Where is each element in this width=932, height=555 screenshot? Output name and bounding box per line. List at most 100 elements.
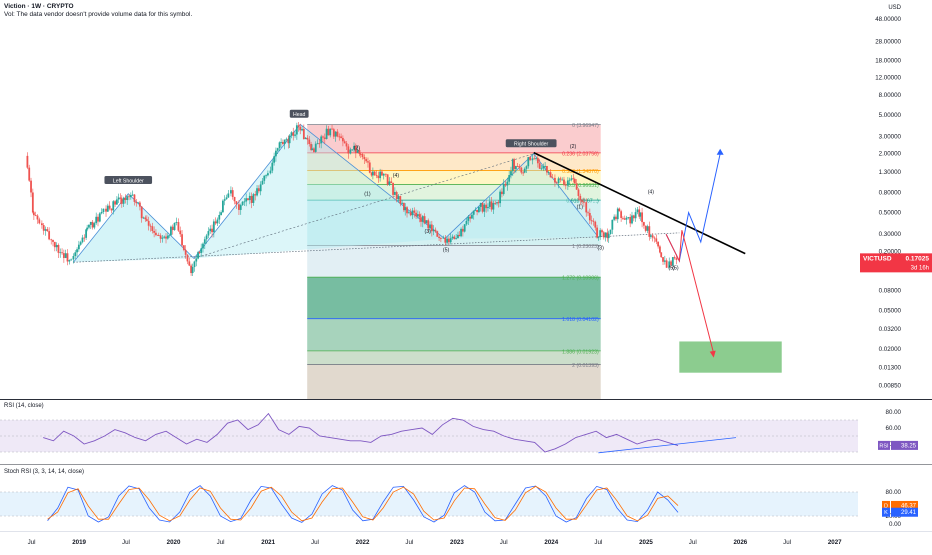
- x-tick-label: 2024: [544, 539, 558, 546]
- candle-body: [382, 173, 385, 176]
- candle-body: [615, 216, 617, 220]
- candle-body: [239, 205, 242, 210]
- candle-body: [461, 228, 464, 232]
- candle-body: [609, 229, 612, 234]
- candle-body: [207, 231, 210, 236]
- pattern-label: Right Shoulder: [514, 141, 549, 147]
- candle-body: [257, 188, 260, 192]
- candle-body: [273, 156, 276, 163]
- wave-label: (5): [672, 266, 679, 272]
- candle-body: [338, 136, 341, 138]
- stoch-d-tag-label: D: [884, 503, 888, 509]
- pattern-label: Left Shoulder: [113, 178, 144, 184]
- y-tick-label: 0.03200: [879, 326, 902, 333]
- y-tick-label: 0.08000: [879, 287, 902, 294]
- candle-body: [322, 136, 324, 138]
- candle-body: [453, 236, 456, 240]
- candle-body: [327, 128, 330, 136]
- candle-body: [395, 191, 398, 200]
- x-tick-label: Jul: [311, 539, 319, 546]
- candle-body: [423, 216, 426, 224]
- rsi-tick-label: 60.00: [886, 425, 902, 432]
- x-tick-label: 2027: [828, 539, 842, 546]
- candle-body: [599, 230, 602, 238]
- candle-body: [478, 206, 480, 213]
- symbol-title[interactable]: Viction · 1W · CRYPTO: [4, 3, 74, 10]
- x-tick-label: Jul: [783, 539, 791, 546]
- candle-body: [561, 179, 564, 181]
- rsi-value-badge: [891, 440, 918, 450]
- candle-body: [471, 214, 473, 219]
- fib-zone: [307, 124, 601, 153]
- candle-body: [520, 167, 523, 173]
- wave-label: (3): [598, 245, 605, 251]
- candle-body: [533, 158, 536, 160]
- candle-body: [613, 216, 616, 220]
- candle-body: [250, 195, 253, 203]
- candle-body: [430, 224, 433, 232]
- candle-body: [231, 190, 234, 197]
- candle-body: [31, 192, 34, 213]
- candle-body: [275, 150, 277, 157]
- candle-body: [588, 213, 591, 221]
- candle-body: [247, 198, 249, 201]
- candle-body: [70, 259, 73, 261]
- candle-body: [570, 178, 573, 180]
- candle-body: [128, 196, 130, 198]
- stoch-k-value: 29.41: [901, 510, 917, 516]
- candle-body: [345, 143, 348, 147]
- candle-body: [144, 217, 147, 220]
- candle-body: [488, 201, 491, 207]
- candle-body: [455, 238, 458, 240]
- candle-body: [95, 216, 98, 224]
- candle-body: [409, 212, 412, 216]
- candle-body: [522, 172, 525, 174]
- candle-body: [546, 165, 548, 173]
- candle-body: [531, 158, 534, 161]
- candle-body: [668, 261, 671, 268]
- candle-body: [542, 165, 545, 169]
- candle-body: [203, 239, 206, 244]
- candle-body: [494, 203, 497, 204]
- candle-body: [166, 235, 169, 239]
- candle-body: [243, 201, 246, 203]
- last-price-symbol: VICTUSD: [863, 255, 892, 262]
- candle-body: [59, 252, 62, 254]
- candle-body: [259, 184, 262, 192]
- candle-body: [386, 174, 389, 185]
- y-tick-label: 5.00000: [879, 112, 902, 119]
- left-shoulder-pattern: [73, 193, 194, 263]
- candle-body: [100, 212, 103, 214]
- candle-body: [193, 261, 196, 268]
- candle-body: [446, 238, 449, 243]
- candle-body: [465, 220, 468, 225]
- candle-body: [81, 237, 84, 243]
- candle-body: [559, 178, 562, 180]
- candle-body: [481, 203, 484, 212]
- candle-body: [252, 194, 255, 203]
- bearish-projection: [665, 230, 715, 354]
- candle-body: [401, 202, 404, 204]
- candle-body: [276, 148, 279, 151]
- candle-body: [220, 212, 222, 215]
- candle-body: [508, 175, 511, 182]
- candle-body: [655, 238, 658, 242]
- candle-body: [102, 208, 105, 213]
- candle-body: [40, 223, 43, 226]
- stoch-rsi-title[interactable]: Stoch RSI (3, 3, 14, 14, close): [4, 469, 85, 475]
- candle-body: [425, 220, 428, 224]
- candle-body: [256, 188, 258, 196]
- candle-body: [511, 159, 514, 172]
- candle-body: [538, 163, 541, 169]
- y-tick-label: 8.00000: [879, 92, 902, 99]
- candle-body: [572, 178, 575, 180]
- candle-body: [354, 146, 357, 153]
- x-tick-label: Jul: [28, 539, 36, 546]
- candle-body: [467, 216, 470, 221]
- candle-body: [131, 194, 134, 196]
- rsi-title[interactable]: RSI (14, close): [4, 403, 44, 409]
- x-tick-label: 2021: [261, 539, 275, 546]
- candle-body: [627, 216, 630, 218]
